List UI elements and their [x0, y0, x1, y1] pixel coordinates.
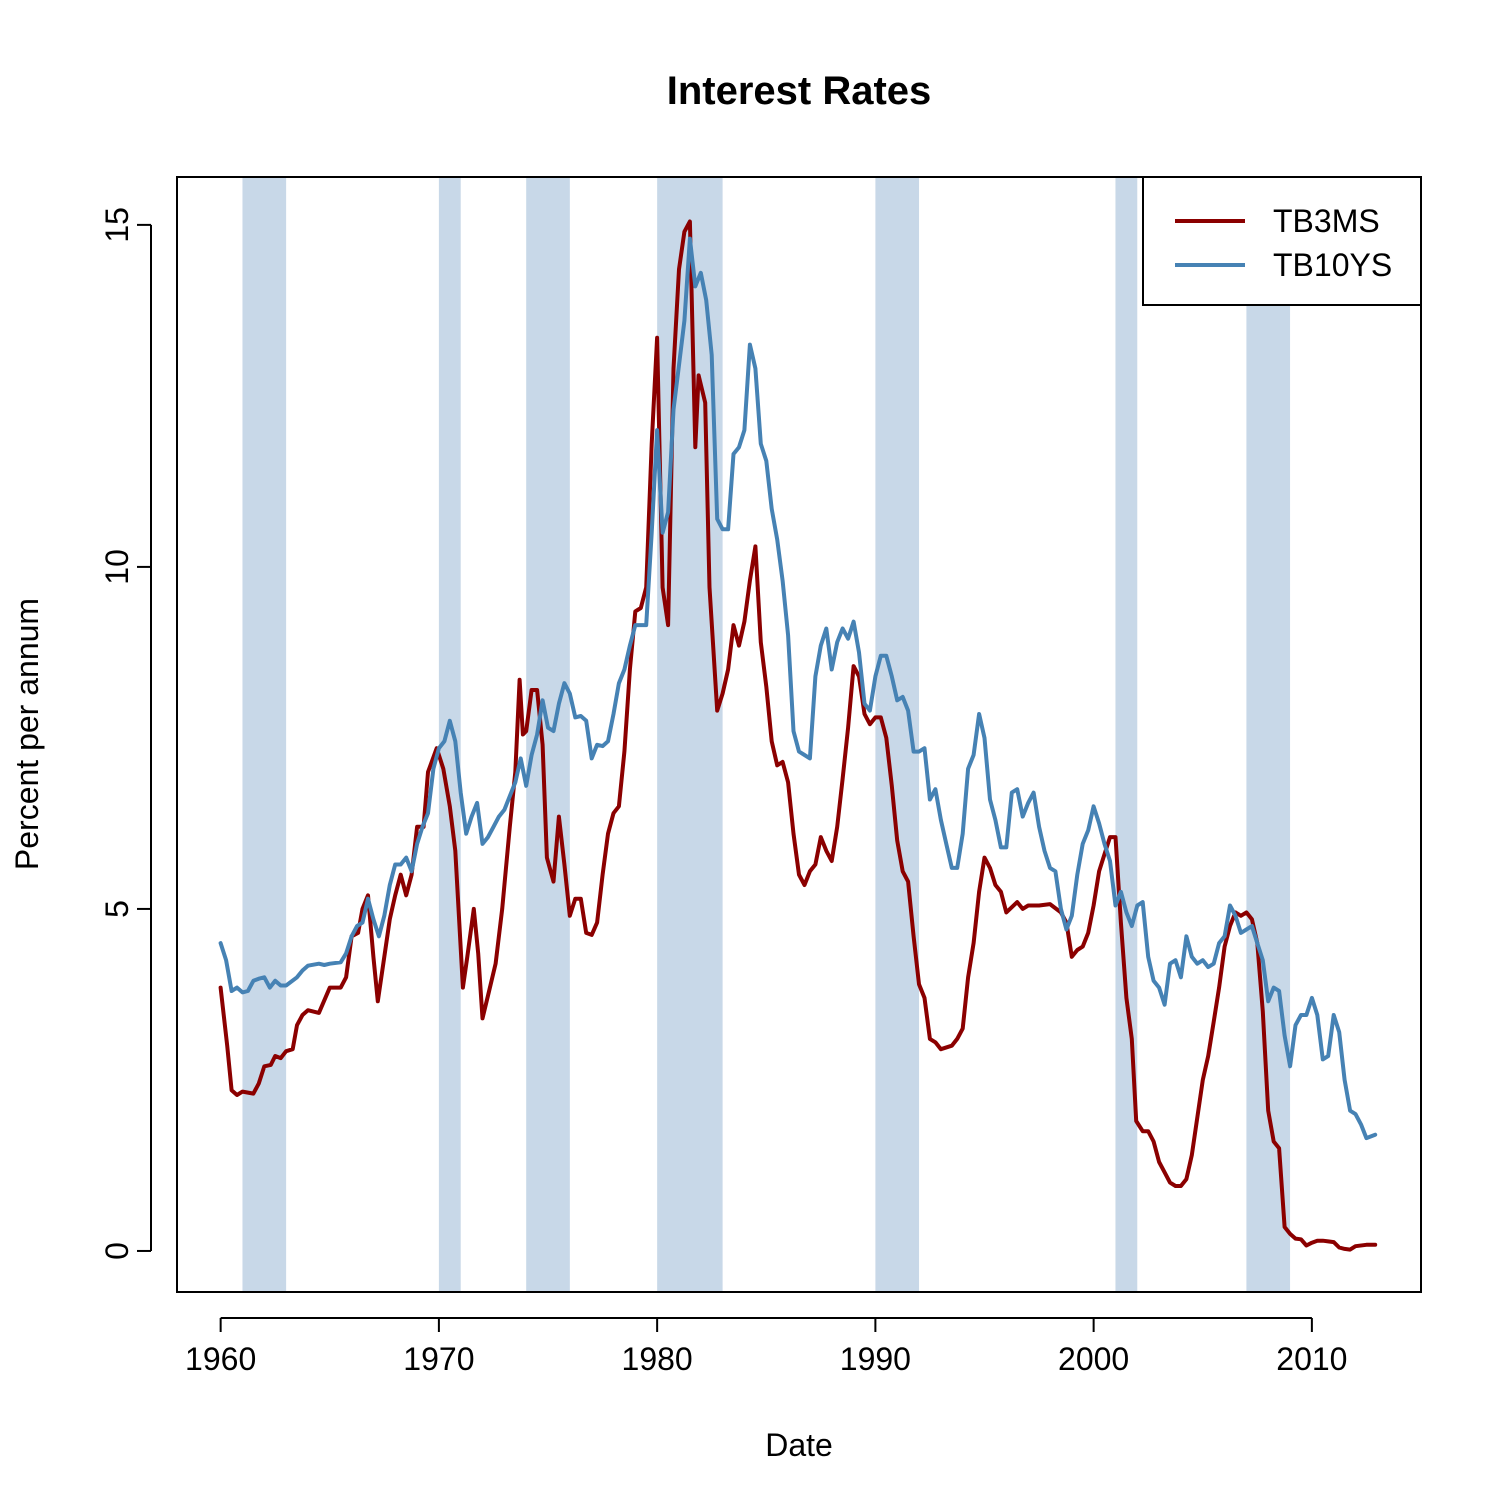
recession-band-3: [657, 178, 723, 1291]
x-tick-label-1970: 1970: [403, 1341, 474, 1377]
recession-band-5: [1115, 178, 1138, 1291]
x-axis-label: Date: [765, 1427, 833, 1463]
x-axis: 1960 1970 1980 1990 2000 2010: [185, 1317, 1347, 1377]
chart-title: Interest Rates: [667, 69, 932, 113]
series-lines: [218, 219, 1378, 1252]
series-line-tb10ys: [218, 236, 1378, 1141]
recession-band-2: [526, 178, 570, 1291]
legend-box: [1142, 176, 1422, 306]
y-tick-label-10: 10: [99, 549, 135, 585]
x-tick-label-2010: 2010: [1276, 1341, 1347, 1377]
y-tick-label-15: 15: [99, 207, 135, 243]
y-tick-label-5: 5: [99, 900, 135, 918]
y-axis-label: Percent per annum: [9, 598, 45, 870]
x-tick-label-1990: 1990: [840, 1341, 911, 1377]
legend: TB3MS TB10YS: [1142, 176, 1422, 306]
legend-label-tb10ys: TB10YS: [1273, 247, 1392, 283]
x-tick-label-1960: 1960: [185, 1341, 256, 1377]
x-tick-label-1980: 1980: [622, 1341, 693, 1377]
y-tick-label-0: 0: [99, 1242, 135, 1260]
recession-band-1: [438, 178, 461, 1291]
recession-band-0: [242, 178, 287, 1291]
plot-frame: [176, 176, 1422, 1293]
y-axis: 0 5 10 15: [99, 207, 152, 1260]
series-line-tb3ms: [218, 219, 1378, 1252]
recession-band-6: [1246, 178, 1291, 1291]
legend-label-tb3ms: TB3MS: [1273, 203, 1380, 239]
x-tick-label-2000: 2000: [1058, 1341, 1129, 1377]
